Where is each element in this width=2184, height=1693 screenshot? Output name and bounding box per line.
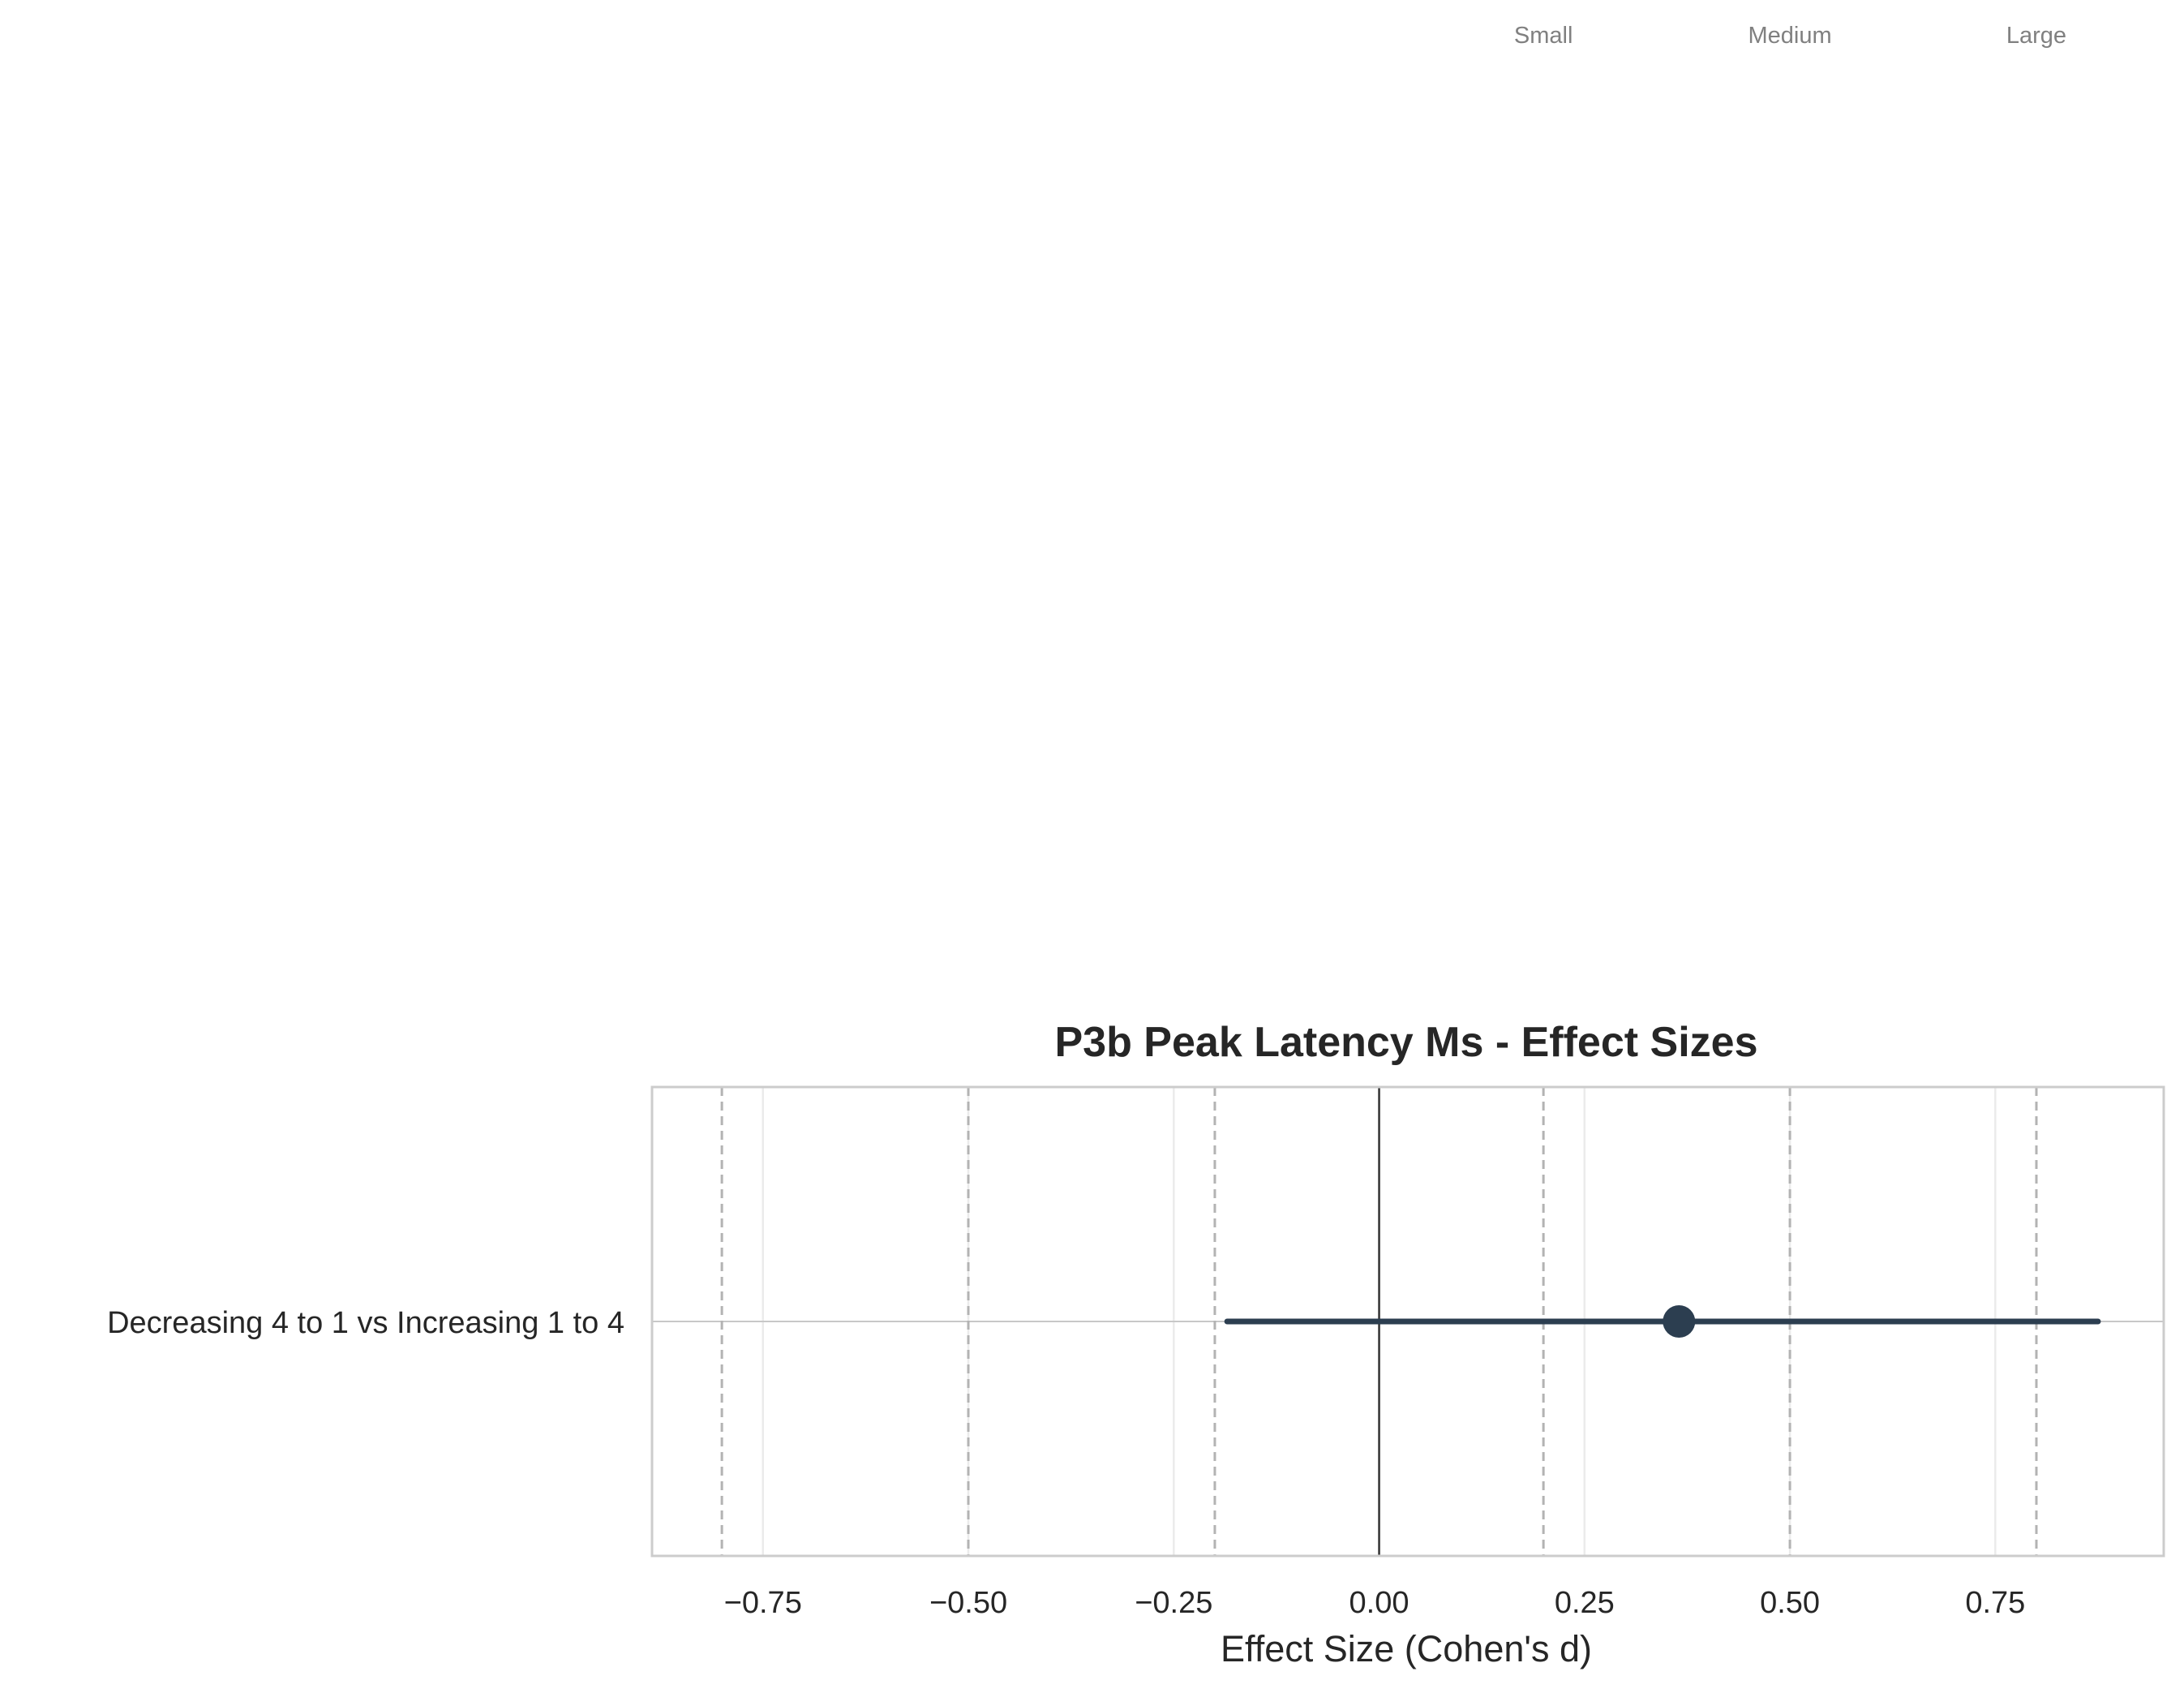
threshold-label: Small (1514, 23, 1573, 49)
x-tick-label: −0.50 (929, 1586, 1007, 1620)
x-tick-label: 0.75 (1965, 1586, 2025, 1620)
y-tick-label: Decreasing 4 to 1 vs Increasing 1 to 4 (107, 1306, 624, 1340)
x-tick-label: 0.50 (1760, 1586, 1820, 1620)
x-tick-label: 0.25 (1555, 1586, 1615, 1620)
effect-point (1663, 1305, 1696, 1338)
threshold-label: Large (2006, 23, 2066, 49)
x-tick-labels: −0.75 −0.50 −0.25 0.00 0.25 0.50 0.75 (724, 1586, 2026, 1620)
threshold-labels: Small Medium Large (1514, 23, 2066, 49)
x-tick-label: 0.00 (1349, 1586, 1410, 1620)
plot-frame (650, 1085, 2165, 1558)
chart-title: P3b Peak Latency Ms - Effect Sizes (1054, 1019, 1757, 1066)
x-tick-label: −0.25 (1135, 1586, 1212, 1620)
x-axis-label: Effect Size (Cohen's d) (1221, 1628, 1592, 1669)
x-tick-label: −0.75 (724, 1586, 802, 1620)
y-tick-labels: Decreasing 4 to 1 vs Increasing 1 to 4 (107, 1306, 624, 1340)
threshold-label: Medium (1748, 23, 1831, 49)
effect-points (1663, 1305, 1696, 1338)
